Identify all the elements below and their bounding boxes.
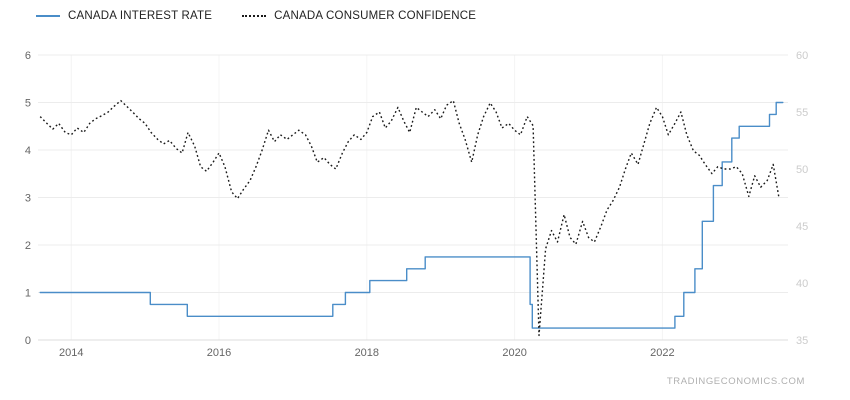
svg-text:2022: 2022 (650, 347, 674, 359)
svg-text:2020: 2020 (502, 347, 526, 359)
left-axis-labels: 0 1 2 3 4 5 6 (25, 50, 31, 347)
right-axis-labels: 35 40 45 50 55 60 (796, 50, 808, 347)
consumer-confidence-line-swatch (242, 15, 267, 17)
svg-text:60: 60 (796, 50, 808, 62)
svg-text:6: 6 (25, 50, 31, 62)
x-axis-labels: 2014 2016 2018 2020 2022 (59, 347, 675, 359)
svg-text:1: 1 (25, 288, 31, 300)
svg-text:5: 5 (25, 98, 31, 110)
svg-text:2016: 2016 (207, 347, 231, 359)
svg-text:2014: 2014 (59, 347, 83, 359)
svg-text:35: 35 (796, 335, 808, 347)
svg-text:50: 50 (796, 164, 808, 176)
svg-text:45: 45 (796, 221, 808, 233)
legend-item-interest-rate[interactable]: CANADA INTEREST RATE (36, 10, 212, 22)
watermark: TRADINGECONOMICS.COM (666, 376, 805, 387)
legend-label-consumer-confidence: CANADA CONSUMER CONFIDENCE (274, 10, 477, 22)
svg-text:2018: 2018 (355, 347, 379, 359)
interest-rate-line-swatch (36, 15, 60, 17)
svg-text:3: 3 (25, 193, 31, 205)
series-canada-interest-rate (39, 101, 784, 329)
series-canada-consumer-confidence (39, 99, 780, 337)
svg-text:4: 4 (25, 145, 31, 157)
svg-text:55: 55 (796, 107, 808, 119)
legend-label-interest-rate: CANADA INTEREST RATE (68, 10, 213, 22)
svg-text:40: 40 (796, 278, 808, 290)
legend: CANADA INTEREST RATE CANADA CONSUMER CON… (36, 10, 476, 22)
svg-text:2: 2 (25, 240, 31, 252)
svg-text:0: 0 (25, 335, 31, 347)
legend-item-consumer-confidence[interactable]: CANADA CONSUMER CONFIDENCE (242, 10, 476, 22)
